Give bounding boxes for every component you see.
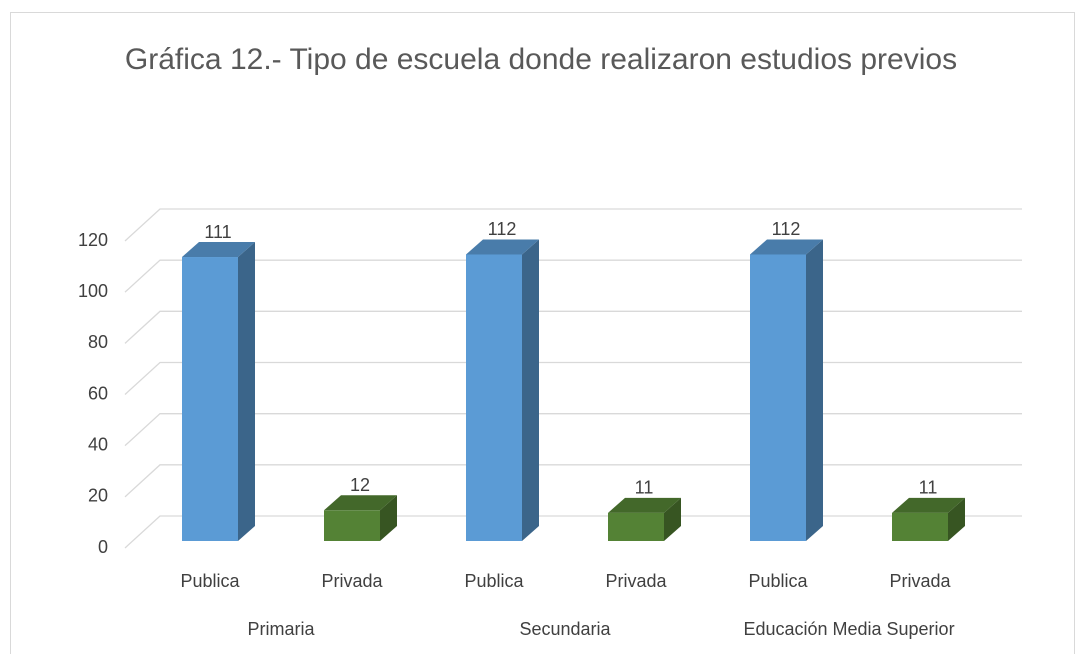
bar-top (466, 239, 539, 255)
grid-line (124, 464, 1022, 498)
y-tick-label: 120 (78, 230, 108, 250)
chart-title: Gráfica 12.- Tipo de escuela donde reali… (124, 43, 958, 76)
grid-line (124, 208, 1022, 242)
y-tick-label: 20 (88, 486, 108, 506)
bar-top (182, 242, 255, 258)
data-label: 112 (488, 219, 517, 239)
x-group-label: Educación Media Superior (743, 619, 954, 639)
y-tick-label: 0 (98, 537, 108, 557)
chart-border (10, 12, 1075, 654)
x-tick-label: Publica (748, 571, 808, 591)
bar-side (238, 242, 255, 541)
y-tick-label: 80 (88, 332, 108, 352)
bar (608, 512, 664, 541)
bar-top (892, 497, 965, 513)
y-tick-label: 100 (78, 281, 108, 301)
data-label: 12 (350, 475, 370, 495)
grid-line (124, 259, 1022, 293)
bar-top (750, 239, 823, 255)
grid-line (124, 310, 1022, 344)
x-tick-label: Publica (180, 571, 240, 591)
bar-side (522, 239, 539, 541)
bar (182, 257, 238, 541)
data-label: 112 (772, 219, 801, 239)
grid-line (124, 413, 1022, 447)
x-tick-label: Privada (605, 571, 667, 591)
bar-side (664, 497, 681, 541)
bar (750, 254, 806, 541)
data-label: 11 (635, 478, 654, 498)
y-tick-label: 60 (88, 383, 108, 403)
bar-top (608, 497, 681, 513)
x-group-label: Secundaria (519, 619, 611, 639)
bar-side (948, 497, 965, 541)
grid-line (124, 515, 1022, 549)
y-tick-label: 40 (88, 434, 108, 454)
data-label: 111 (204, 222, 231, 242)
x-group-label: Primaria (247, 619, 315, 639)
x-tick-label: Privada (889, 571, 951, 591)
bar-side (380, 495, 397, 541)
bar-side (806, 239, 823, 541)
bar (892, 512, 948, 541)
bar (466, 254, 522, 541)
bar (324, 510, 380, 541)
grid-line (124, 361, 1022, 395)
x-tick-label: Privada (321, 571, 383, 591)
bar-top (324, 495, 397, 511)
x-tick-label: Publica (464, 571, 524, 591)
data-label: 11 (919, 478, 938, 498)
